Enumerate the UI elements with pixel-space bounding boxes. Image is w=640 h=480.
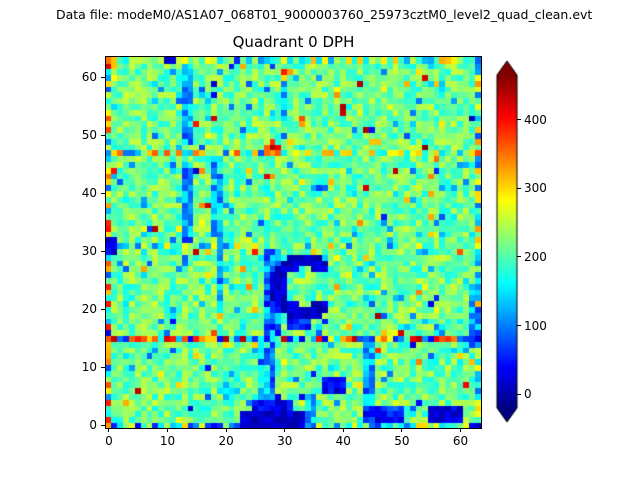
colorbar-tick-label: 400 (524, 112, 547, 127)
x-tick-label: 10 (159, 434, 176, 448)
x-tick-label: 60 (452, 434, 469, 448)
colorbar-tick-label: 200 (524, 249, 547, 264)
y-tick-label: 10 (81, 360, 97, 375)
y-tick-label: 0 (89, 418, 97, 433)
x-tick-label: 30 (277, 434, 293, 448)
heatmap-canvas (106, 57, 481, 428)
y-tick-label: 60 (81, 70, 97, 85)
plot-axes (105, 56, 482, 429)
y-tick-label: 20 (81, 302, 97, 317)
x-tick-label: 40 (335, 434, 351, 448)
colorbar-tick-label: 100 (524, 318, 547, 333)
y-tick-label: 30 (81, 244, 97, 259)
x-tick-label: 50 (394, 434, 410, 448)
chart-title: Quadrant 0 DPH (232, 33, 355, 51)
x-tick-label: 0 (105, 434, 113, 448)
y-tick-label: 40 (81, 186, 97, 201)
colorbar-tick-label: 0 (524, 387, 532, 402)
colorbar (495, 59, 521, 425)
x-tick-label: 20 (218, 434, 234, 448)
figure-caption: Data file: modeM0/AS1A07_068T01_90000037… (56, 7, 593, 22)
y-tick-label: 50 (81, 128, 97, 143)
colorbar-tick-label: 300 (524, 181, 547, 196)
